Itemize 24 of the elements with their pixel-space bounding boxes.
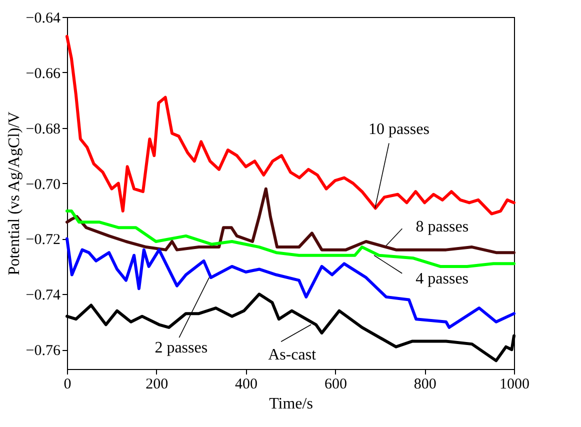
- annotation: 10 passes: [368, 121, 430, 138]
- annotation: 2 passes: [154, 340, 208, 357]
- x-tick-label: 200: [146, 376, 168, 392]
- line-series: [66, 34, 516, 216]
- x-tick-label: 800: [414, 376, 436, 392]
- line-series: [66, 187, 516, 254]
- y-tick-label: −0.74: [26, 288, 61, 304]
- annotation: As-cast: [268, 346, 317, 364]
- y-tick-label: −0.64: [26, 10, 61, 26]
- y-tick-label: −0.76: [26, 343, 61, 360]
- x-tick-label: 600: [324, 376, 347, 392]
- y-tick-label: −0.68: [26, 121, 60, 138]
- x-tick-label: 1000: [500, 376, 530, 392]
- x-tick-label: 400: [235, 376, 258, 392]
- y-tick-label: −0.70: [26, 176, 60, 193]
- y-tick-label: −0.66: [26, 66, 61, 82]
- annotation: 8 passes: [416, 218, 469, 236]
- y-tick-label: −0.72: [26, 232, 60, 248]
- line-series: [66, 237, 516, 329]
- y-axis-title: Potential (vs Ag/AgCl)/V: [6, 111, 23, 276]
- x-tick-label: 0: [64, 376, 72, 392]
- x-axis-title: Time/s: [269, 396, 313, 412]
- annotation: 4 passes: [416, 270, 469, 288]
- line-series: [66, 210, 516, 268]
